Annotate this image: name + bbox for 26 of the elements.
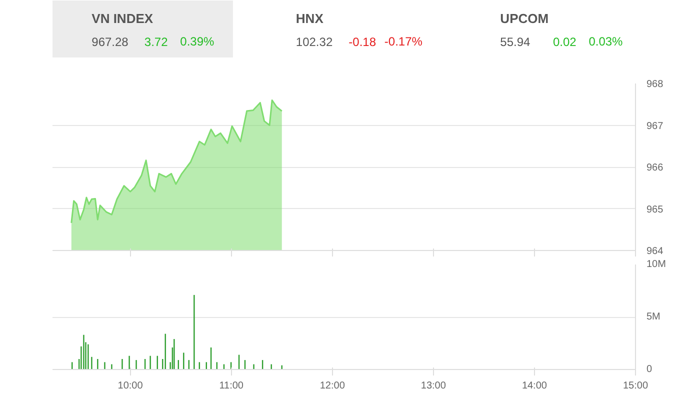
- text: 0.03%: [588, 34, 624, 48]
- text: HNX: [296, 11, 324, 26]
- y-tick-label: 966: [646, 162, 664, 174]
- text: 967.28: [92, 35, 129, 49]
- x-tick-label: 13:00: [420, 380, 446, 392]
- x-tick-label: 12:00: [320, 380, 346, 392]
- text: 0.39%: [180, 34, 215, 48]
- y-tick-label: 0: [646, 364, 652, 375]
- text: 0.02: [552, 35, 577, 49]
- x-tick-label: 14:00: [522, 380, 548, 392]
- y-tick-label: 968: [646, 79, 664, 90]
- y-tick-label: 5M: [646, 312, 660, 322]
- y-tick-label: 965: [646, 204, 664, 216]
- x-tick-label: 10:00: [118, 380, 144, 392]
- text: UPCOM: [500, 11, 549, 26]
- text: 3.72: [144, 35, 168, 49]
- y-tick-label: 964: [646, 246, 664, 257]
- y-tick-label: 10M: [646, 259, 666, 270]
- text: -0.17%: [384, 34, 423, 48]
- text: 55.94: [500, 35, 531, 49]
- text: -0.18: [348, 35, 376, 49]
- x-tick-label: 11:00: [219, 380, 244, 392]
- text: 102.32: [296, 35, 333, 49]
- x-tick-label: 15:00: [622, 380, 648, 392]
- y-tick-label: 967: [646, 120, 664, 132]
- text: VN INDEX: [92, 11, 154, 26]
